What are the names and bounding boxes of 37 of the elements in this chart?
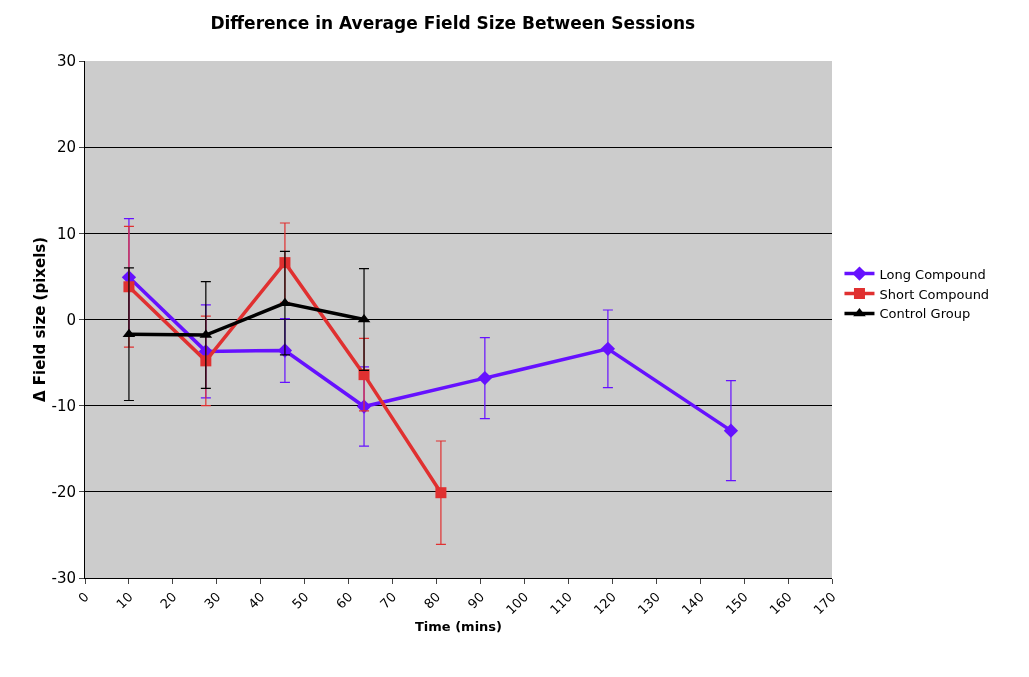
y-tick-label: 0	[66, 310, 76, 329]
x-tick-label: 170	[810, 589, 839, 618]
y-tick-label: 10	[56, 224, 76, 243]
x-tick-label: 10	[113, 589, 136, 612]
x-tick-label: 30	[201, 589, 224, 612]
x-tick-label: 0	[75, 589, 92, 606]
x-tick-label: 130	[634, 589, 663, 618]
legend-label: Control Group	[879, 306, 971, 322]
x-tick-label: 40	[245, 589, 268, 612]
y-tick-label: -20	[51, 483, 76, 502]
y-axis-title: Δ Field size (pixels)	[31, 236, 49, 403]
x-tick-label: 110	[546, 589, 576, 618]
point	[723, 423, 739, 438]
x-tick-label: 150	[722, 589, 751, 618]
point	[435, 487, 447, 499]
x-tick-label: 70	[377, 589, 400, 612]
point	[200, 355, 212, 367]
x-tick-label: 50	[289, 589, 312, 612]
x-tick-label: 100	[502, 589, 532, 618]
y-tick-label: 30	[56, 52, 76, 71]
x-tick-label: 80	[420, 589, 444, 612]
legend-label: Long Compound	[879, 266, 986, 282]
y-tick-label: 20	[56, 138, 76, 157]
x-tick-label: 140	[678, 589, 707, 618]
point	[477, 370, 493, 386]
x-axis-title: Time (mins)	[414, 619, 503, 635]
point	[358, 369, 370, 381]
legend-label: Short Compound	[879, 286, 990, 302]
x-tick-label: 120	[590, 589, 620, 618]
x-tick-label: 160	[766, 589, 795, 618]
x-tick-label: 90	[464, 589, 488, 612]
x-tick-label: 60	[333, 589, 356, 612]
point	[600, 341, 616, 356]
y-tick-label: -10	[51, 396, 76, 415]
y-tick-label: -30	[51, 569, 76, 588]
x-tick-label: 20	[157, 589, 180, 612]
chart-title: Difference in Average Field Size Between Sessions	[210, 12, 696, 33]
